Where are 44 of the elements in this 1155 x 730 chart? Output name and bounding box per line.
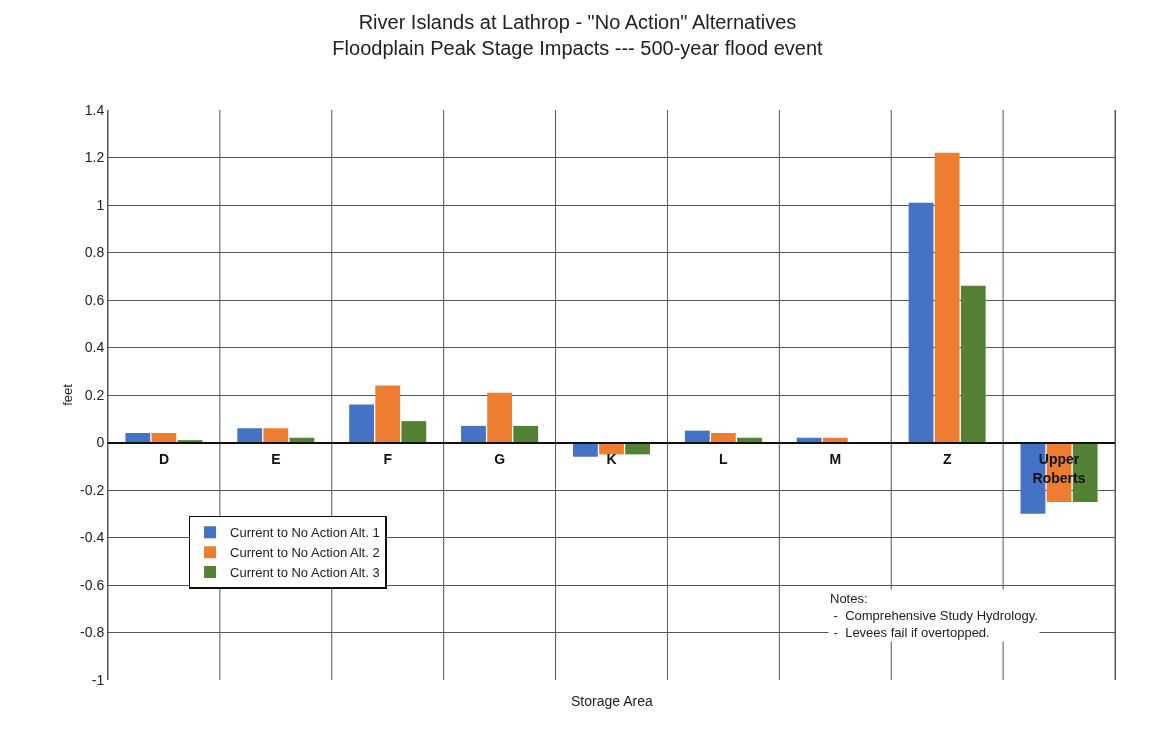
y-tick-label: 0 — [96, 434, 105, 451]
y-tick-label: -1 — [91, 671, 105, 688]
bar — [960, 285, 986, 443]
y-tick-label: 0.6 — [84, 291, 105, 308]
x-tick-label: L — [719, 451, 729, 468]
bar — [375, 385, 401, 443]
legend-label: Current to No Action Alt. 3 — [230, 565, 380, 581]
x-tick-label: D — [158, 451, 169, 468]
chart-title: River Islands at Lathrop - "No Action" Alternatives Floodplain Peak Stage Impacts --- 500-year flood event — [332, 11, 824, 60]
x-axis-title: Storage Area — [571, 693, 653, 709]
bar — [125, 433, 151, 443]
x-tick-label: G — [494, 451, 506, 468]
bar — [684, 430, 710, 443]
y-tick-label: -0.8 — [80, 624, 105, 641]
x-tick-label: E — [271, 451, 281, 468]
y-tick-label: 0.4 — [84, 339, 105, 356]
annotation: Notes: - Comprehensive Study Hydrology. - Levees fail if overtopped. — [830, 591, 1038, 640]
y-tick-label: 0.8 — [84, 244, 105, 261]
y-tick-label: -0.6 — [80, 576, 105, 593]
y-tick-label: 1.2 — [84, 149, 105, 166]
bar — [349, 404, 375, 443]
y-tick-label: -0.4 — [80, 529, 105, 546]
y-tick-label: 1 — [96, 196, 105, 213]
bar — [710, 433, 736, 443]
x-tick-label: K — [606, 451, 617, 468]
x-tick-label: Z — [942, 451, 952, 468]
y-tick-label: 1.4 — [84, 101, 105, 118]
bar — [934, 152, 960, 443]
bar — [237, 428, 263, 443]
legend-label: Current to No Action Alt. 1 — [230, 525, 380, 541]
bar — [487, 392, 513, 443]
y-axis-title: feet — [60, 383, 75, 406]
bar — [461, 425, 486, 443]
bar — [401, 421, 427, 443]
x-tick-label: F — [383, 451, 393, 468]
bar — [151, 433, 177, 443]
bar — [908, 202, 934, 443]
bar — [263, 428, 289, 443]
y-tick-label: 0.2 — [84, 386, 105, 403]
bar — [513, 425, 539, 443]
legend-label: Current to No Action Alt. 2 — [230, 545, 380, 561]
bar — [572, 442, 598, 457]
x-tick-label: M — [829, 451, 842, 468]
y-tick-label: -0.2 — [80, 481, 105, 498]
